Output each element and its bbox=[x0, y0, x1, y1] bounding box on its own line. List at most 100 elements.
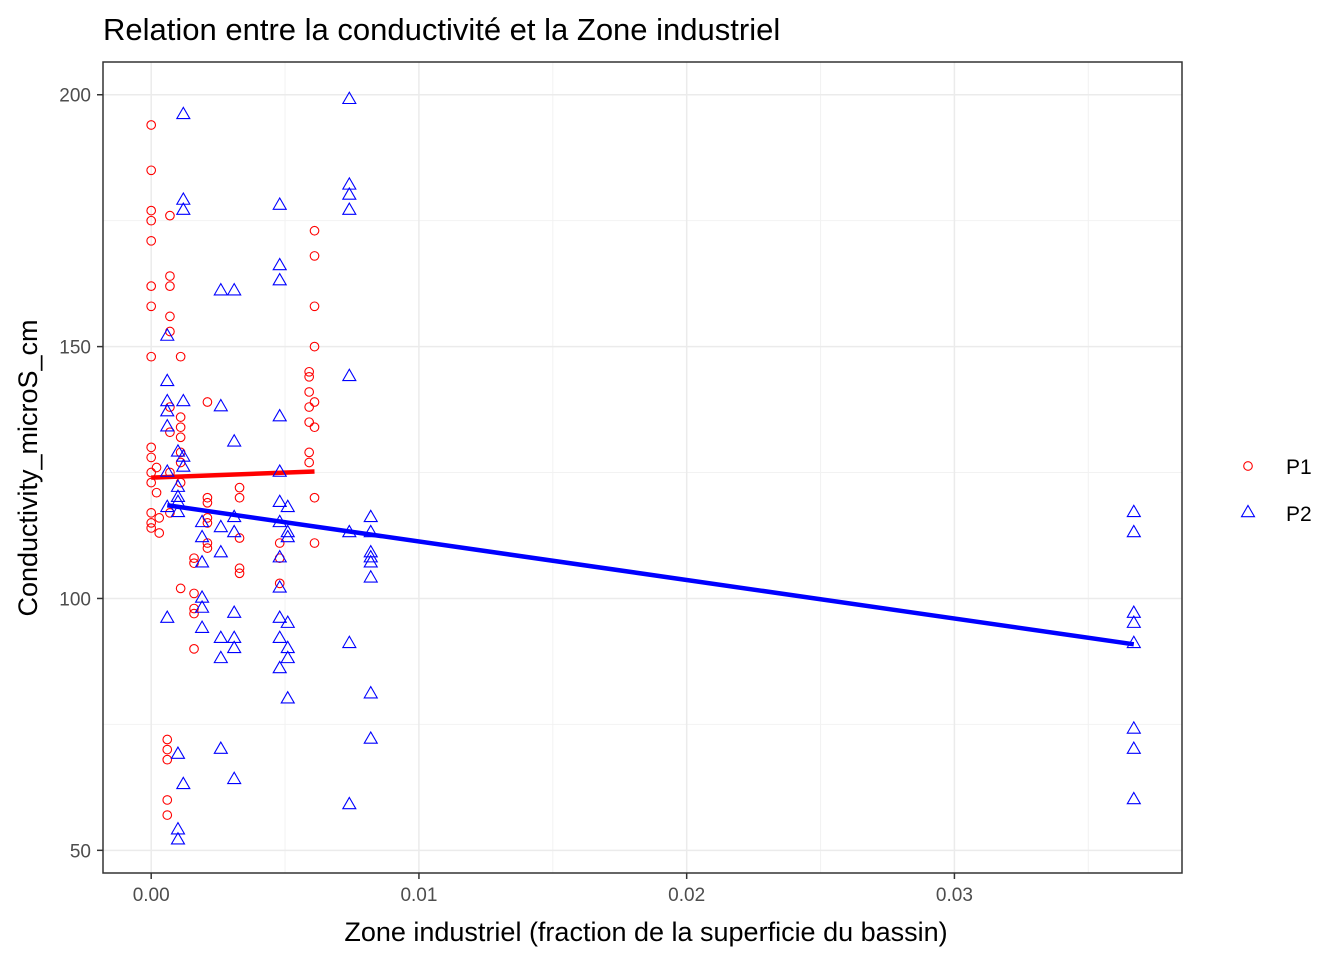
point-p1 bbox=[202, 518, 213, 528]
point-p2 bbox=[194, 554, 210, 568]
point-p2 bbox=[280, 499, 296, 513]
point-p2 bbox=[272, 408, 288, 422]
point-p1 bbox=[304, 457, 315, 468]
point-p2 bbox=[194, 529, 210, 543]
point-p1 bbox=[309, 251, 320, 261]
point-p2 bbox=[170, 745, 186, 759]
x-tick-label: 0.03 bbox=[936, 885, 973, 906]
legend-key-p2 bbox=[1240, 504, 1256, 518]
point-p2 bbox=[1126, 604, 1142, 618]
point-p2 bbox=[213, 544, 229, 558]
point-p1 bbox=[146, 452, 157, 463]
point-p2 bbox=[226, 433, 242, 447]
point-p1 bbox=[189, 643, 199, 654]
point-p2 bbox=[226, 640, 242, 654]
point-p2 bbox=[1126, 635, 1142, 649]
point-p2 bbox=[194, 514, 210, 528]
point-p2 bbox=[363, 685, 379, 699]
point-p2 bbox=[341, 368, 357, 382]
x-tick-label: 0.01 bbox=[400, 885, 437, 906]
point-p2 bbox=[272, 257, 288, 271]
point-p2 bbox=[341, 796, 357, 810]
point-p2 bbox=[170, 831, 186, 845]
point-p2 bbox=[226, 630, 242, 644]
point-p2 bbox=[363, 730, 379, 744]
point-p1 bbox=[304, 371, 315, 382]
point-p2 bbox=[272, 514, 288, 528]
series-p1 bbox=[146, 120, 320, 820]
point-p1 bbox=[234, 568, 245, 579]
point-p2 bbox=[175, 201, 191, 215]
point-p2 bbox=[363, 544, 379, 558]
point-p1 bbox=[162, 744, 173, 755]
point-p2 bbox=[175, 458, 191, 472]
point-p2 bbox=[341, 186, 357, 200]
point-p1 bbox=[162, 810, 173, 820]
point-p2 bbox=[213, 650, 229, 664]
point-p2 bbox=[363, 524, 379, 538]
y-axis-ticks: 50 100 150 200 bbox=[59, 86, 103, 862]
point-p1 bbox=[234, 563, 245, 574]
point-p1 bbox=[175, 432, 186, 443]
point-p2 bbox=[272, 630, 288, 644]
point-p1 bbox=[165, 467, 175, 478]
point-p1 bbox=[146, 523, 157, 533]
point-p1 bbox=[202, 497, 213, 508]
point-p1 bbox=[189, 603, 199, 614]
point-p2 bbox=[194, 620, 210, 633]
point-p2 bbox=[341, 201, 357, 215]
point-p1 bbox=[165, 427, 175, 438]
point-p1 bbox=[146, 205, 157, 216]
x-axis-ticks: 0.00 0.01 0.02 0.03 bbox=[133, 873, 973, 906]
point-p2 bbox=[159, 418, 175, 432]
point-p1 bbox=[151, 487, 162, 498]
point-p2 bbox=[159, 327, 175, 341]
point-p2 bbox=[175, 776, 191, 790]
point-p2 bbox=[159, 393, 175, 407]
point-p1 bbox=[274, 578, 285, 589]
point-p1 bbox=[202, 513, 213, 523]
point-p2 bbox=[170, 821, 186, 835]
point-p2 bbox=[280, 640, 296, 654]
point-p2 bbox=[363, 554, 379, 568]
point-p1 bbox=[309, 341, 320, 352]
legend: P1 P2 bbox=[1240, 456, 1312, 526]
point-p1 bbox=[162, 734, 173, 745]
point-p2 bbox=[175, 393, 191, 407]
point-p2 bbox=[175, 191, 191, 205]
point-p2 bbox=[226, 524, 242, 538]
point-p1 bbox=[309, 301, 320, 312]
x-tick-label: 0.02 bbox=[668, 885, 705, 906]
point-p2 bbox=[213, 630, 229, 644]
point-p1 bbox=[309, 225, 320, 236]
point-p1 bbox=[146, 351, 157, 362]
point-p1 bbox=[234, 482, 245, 493]
point-p1 bbox=[154, 528, 165, 538]
point-p2 bbox=[226, 771, 242, 785]
point-p2 bbox=[159, 609, 175, 623]
point-p1 bbox=[304, 417, 315, 428]
point-p1 bbox=[165, 271, 175, 281]
legend-label-p1: P1 bbox=[1286, 456, 1312, 479]
point-p2 bbox=[341, 176, 357, 190]
point-p2 bbox=[226, 282, 242, 296]
point-p2 bbox=[159, 403, 175, 417]
point-p2 bbox=[213, 282, 229, 296]
point-p2 bbox=[272, 609, 288, 623]
point-p2 bbox=[1126, 791, 1142, 805]
point-p1 bbox=[304, 402, 315, 412]
point-p1 bbox=[274, 538, 285, 548]
point-p1 bbox=[234, 492, 245, 503]
y-tick-label: 150 bbox=[59, 338, 91, 359]
point-p1 bbox=[146, 281, 157, 292]
legend-item-p2: P2 bbox=[1240, 503, 1312, 526]
point-p2 bbox=[341, 91, 357, 105]
point-p2 bbox=[1126, 740, 1142, 754]
point-p1 bbox=[309, 422, 320, 433]
point-p2 bbox=[194, 599, 210, 613]
point-p2 bbox=[280, 650, 296, 664]
point-p1 bbox=[309, 492, 320, 503]
y-axis-title: Conductivity_microS_cm bbox=[13, 319, 43, 616]
point-p2 bbox=[226, 604, 242, 618]
